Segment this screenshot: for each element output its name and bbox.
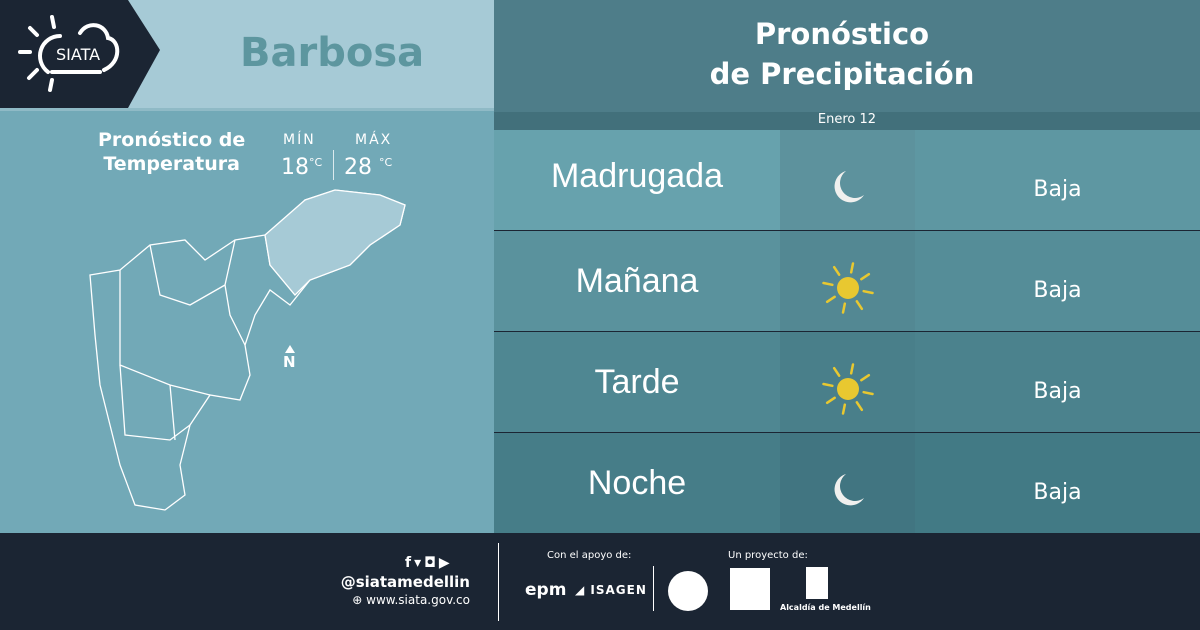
svg-text:SIATA: SIATA	[56, 45, 100, 64]
title-line: Temperatura	[103, 153, 240, 175]
project-label: Un proyecto de:	[728, 550, 808, 561]
north-label: N	[283, 353, 296, 371]
social-icons[interactable]: f▾◘▶	[405, 555, 453, 571]
antioquia-seal	[668, 571, 708, 611]
title-line: de Precipitación	[709, 57, 975, 91]
title-line: Pronóstico	[754, 17, 930, 51]
moon-icon	[834, 474, 864, 506]
epm-logo: epm	[525, 580, 567, 600]
precipitation-level: Baja	[915, 231, 1200, 331]
forecast-row: Mañana Baja	[494, 231, 1200, 331]
north-arrow-icon	[285, 345, 295, 353]
moon-icon	[834, 171, 864, 203]
divider	[333, 150, 334, 180]
min-temp: 18°C	[281, 155, 323, 180]
period-label: Noche	[494, 433, 780, 533]
temperature-panel	[0, 108, 494, 533]
sun-icon	[821, 262, 874, 314]
barbosa-map: N	[89, 189, 406, 511]
forecast-date: Enero 12	[494, 112, 1200, 130]
support-label: Con el apoyo de:	[547, 550, 632, 561]
footer: f▾◘▶ @siatamedellin ⊕ www.siata.gov.co C…	[0, 533, 1200, 630]
temperature-title: Pronóstico de Temperatura	[98, 128, 245, 176]
title-line: Pronóstico de	[98, 129, 246, 151]
isagen-logo: ◢ ISAGEN	[575, 583, 647, 597]
sun-cloud-logo-icon: SIATA	[18, 15, 120, 92]
website-link[interactable]: ⊕ www.siata.gov.co	[352, 593, 470, 607]
max-temp: 28 °C	[344, 155, 393, 180]
alcaldia-shield	[806, 567, 828, 599]
alcaldia-label: Alcaldía de Medellín	[780, 603, 871, 612]
precipitation-header	[494, 0, 1200, 112]
globe-icon: ⊕	[352, 593, 367, 607]
precipitation-level: Baja	[915, 130, 1200, 230]
siata-logo: SIATA	[0, 0, 160, 108]
max-label: MÁX	[355, 132, 393, 148]
period-label: Madrugada	[494, 130, 780, 230]
city-name: Barbosa	[240, 30, 425, 76]
sun-icon	[821, 363, 874, 415]
forecast-row: Tarde Baja	[494, 332, 1200, 432]
forecast-row: Madrugada Baja	[494, 130, 1200, 230]
precipitation-title: Pronóstico de Precipitación	[494, 14, 1190, 94]
precipitation-level: Baja	[915, 332, 1200, 432]
period-label: Tarde	[494, 332, 780, 432]
social-handle[interactable]: @siatamedellin	[340, 573, 470, 591]
forecast-row: Noche Baja	[494, 433, 1200, 533]
min-label: MÍN	[283, 132, 316, 148]
period-label: Mañana	[494, 231, 780, 331]
precipitation-level: Baja	[915, 433, 1200, 533]
area-metropolitana-logo	[730, 568, 770, 610]
